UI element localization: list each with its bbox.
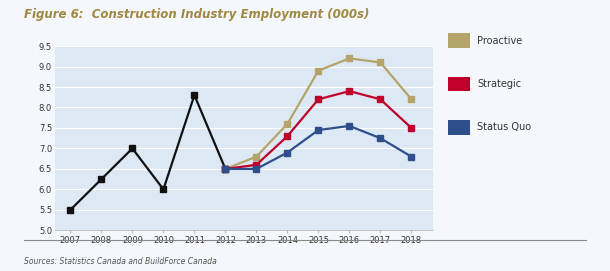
Text: Strategic: Strategic bbox=[477, 79, 521, 89]
Text: Status Quo: Status Quo bbox=[477, 122, 531, 132]
Text: Sources: Statistics Canada and BuildForce Canada: Sources: Statistics Canada and BuildForc… bbox=[24, 257, 217, 266]
Text: Proactive: Proactive bbox=[477, 36, 522, 46]
Text: Figure 6:  Construction Industry Employment (000s): Figure 6: Construction Industry Employme… bbox=[24, 8, 370, 21]
